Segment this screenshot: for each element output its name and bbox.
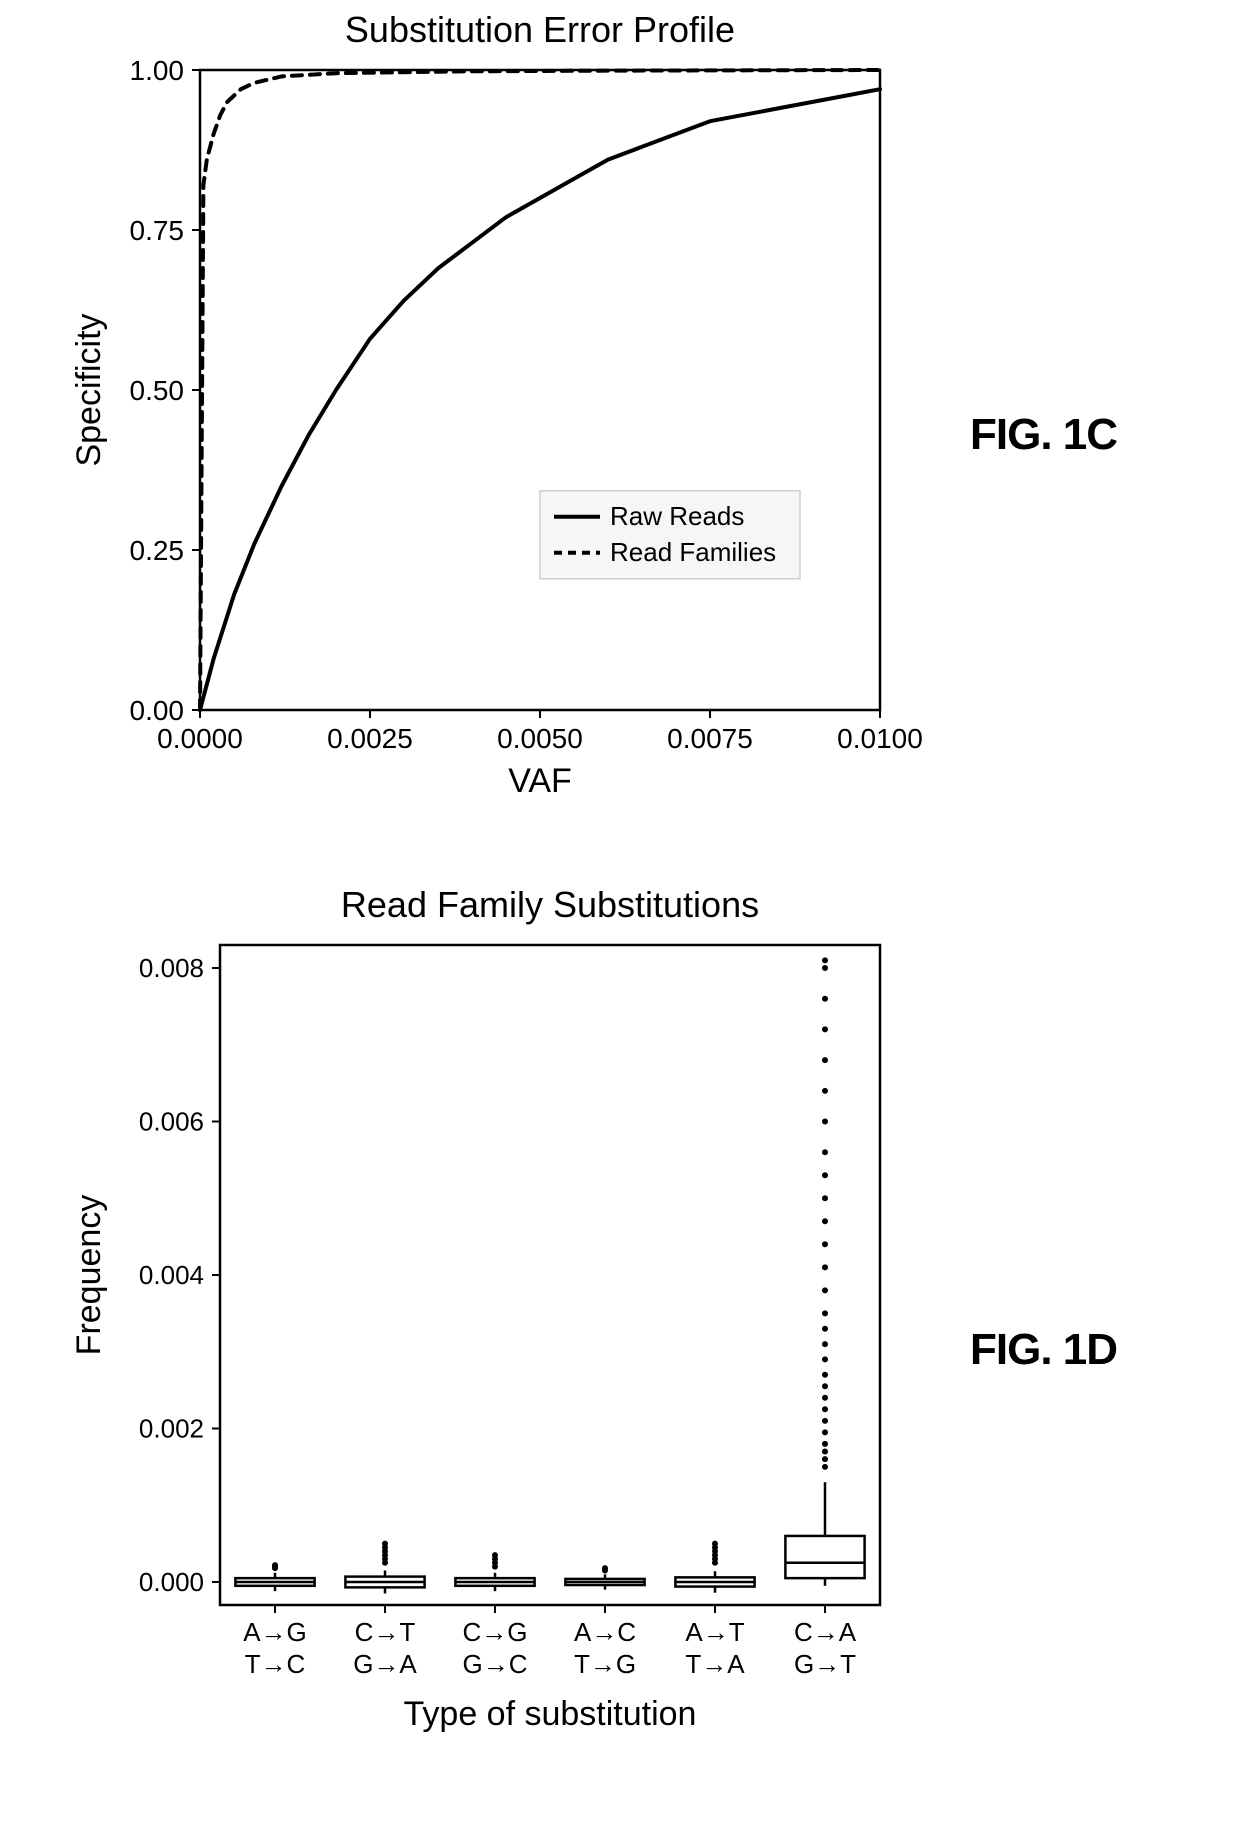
chart-read-family-substitutions: Read Family Substitutions 0.000 0.002 0.004… — [30, 875, 930, 1825]
svg-text:C→A: C→A — [794, 1617, 857, 1647]
svg-text:0.002: 0.002 — [139, 1413, 204, 1443]
svg-text:T→G: T→G — [574, 1649, 636, 1679]
svg-text:Read Family Substitutions: Read Family Substitutions — [341, 884, 759, 925]
svg-text:0.0050: 0.0050 — [497, 723, 583, 754]
svg-text:0.75: 0.75 — [130, 215, 185, 246]
figure-label-1d: FIG. 1D — [970, 1325, 1117, 1375]
svg-text:C→G: C→G — [463, 1617, 528, 1647]
svg-text:Raw Reads: Raw Reads — [610, 501, 744, 531]
svg-text:0.000: 0.000 — [139, 1567, 204, 1597]
svg-text:1.00: 1.00 — [130, 55, 185, 86]
svg-text:Read Families: Read Families — [610, 537, 776, 567]
svg-text:Type of substitution: Type of substitution — [404, 1695, 697, 1733]
svg-text:T→C: T→C — [245, 1649, 306, 1679]
row-fig-1c: Substitution Error Profile 0.00 0.25 0.50 0.… — [30, 0, 1117, 870]
svg-text:0.006: 0.006 — [139, 1107, 204, 1137]
svg-text:G→T: G→T — [794, 1649, 856, 1679]
svg-text:0.25: 0.25 — [130, 535, 185, 566]
svg-text:A→G: A→G — [243, 1617, 307, 1647]
page: Substitution Error Profile 0.00 0.25 0.50 0.… — [0, 0, 1240, 1838]
svg-text:0.50: 0.50 — [130, 375, 185, 406]
svg-text:0.004: 0.004 — [139, 1260, 204, 1290]
svg-text:Substitution Error Profile: Substitution Error Profile — [345, 9, 735, 50]
chart-substitution-error-profile: Substitution Error Profile 0.00 0.25 0.50 0.… — [30, 0, 930, 870]
svg-text:VAF: VAF — [508, 762, 572, 800]
svg-text:0.008: 0.008 — [139, 953, 204, 983]
row-fig-1d: Read Family Substitutions 0.000 0.002 0.004… — [30, 875, 1117, 1825]
svg-text:T→A: T→A — [685, 1649, 745, 1679]
svg-text:0.00: 0.00 — [130, 695, 185, 726]
svg-text:A→T: A→T — [685, 1617, 744, 1647]
svg-text:Frequency: Frequency — [70, 1195, 108, 1356]
svg-text:Specificity: Specificity — [70, 313, 108, 466]
svg-text:0.0075: 0.0075 — [667, 723, 753, 754]
svg-text:A→C: A→C — [574, 1617, 636, 1647]
svg-text:0.0025: 0.0025 — [327, 723, 413, 754]
figure-label-1c: FIG. 1C — [970, 410, 1117, 460]
svg-text:0.0100: 0.0100 — [837, 723, 923, 754]
svg-text:G→C: G→C — [463, 1649, 528, 1679]
svg-text:C→T: C→T — [355, 1617, 416, 1647]
svg-text:G→A: G→A — [353, 1649, 417, 1679]
svg-text:0.0000: 0.0000 — [157, 723, 243, 754]
